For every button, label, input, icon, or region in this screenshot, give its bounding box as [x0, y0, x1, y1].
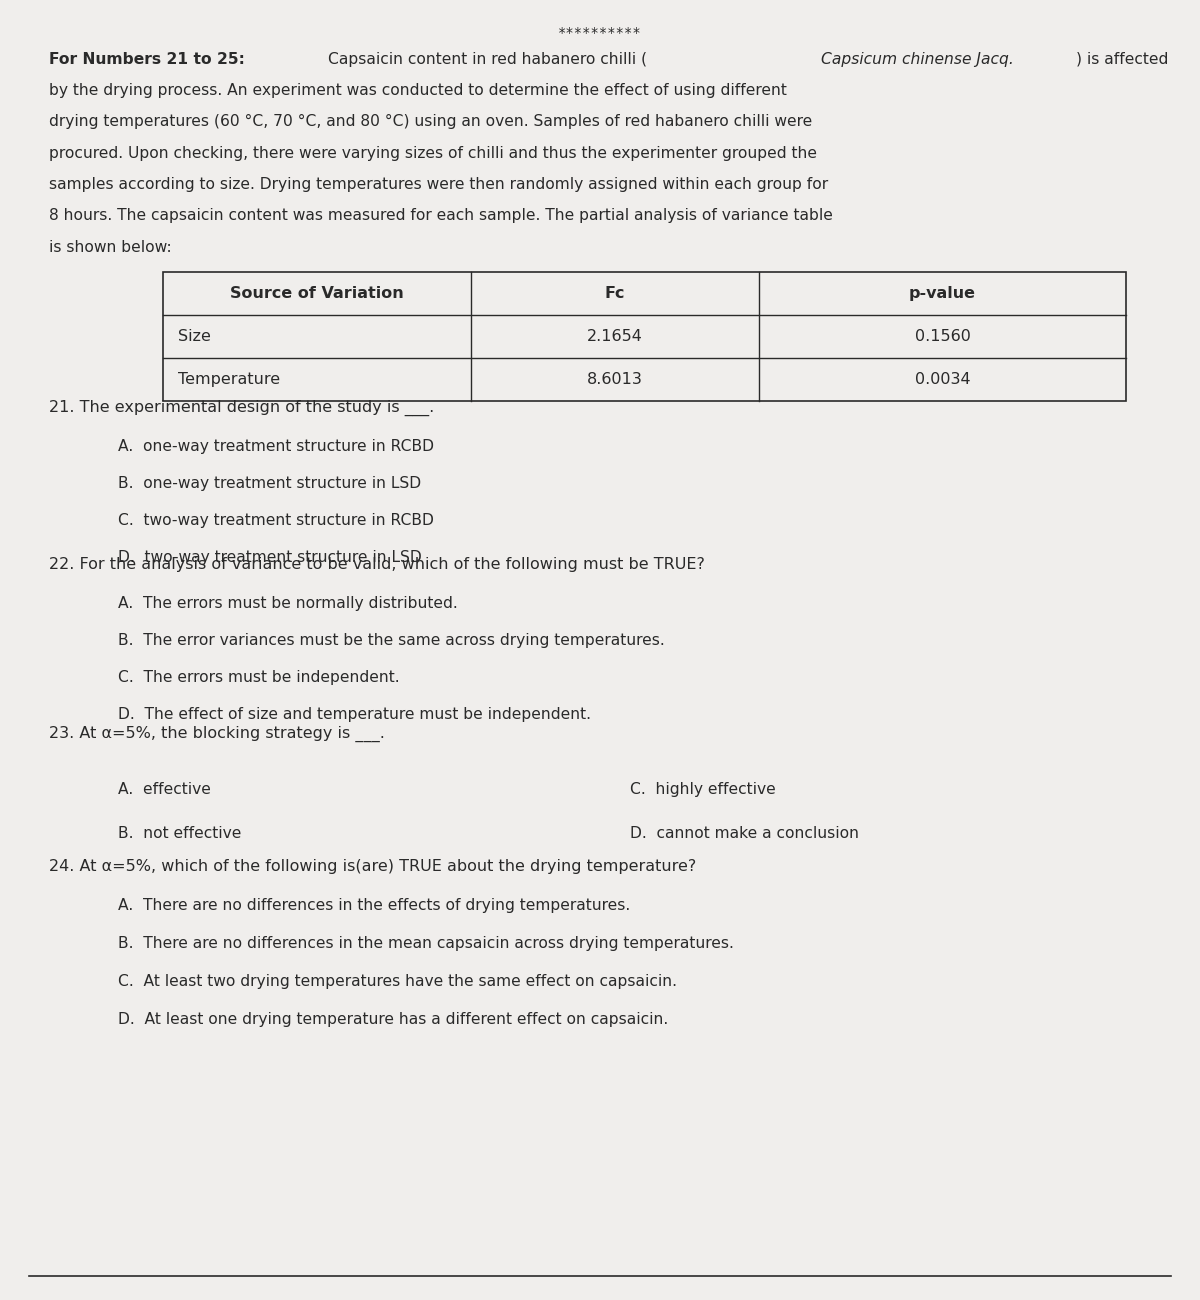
Text: B.  not effective: B. not effective — [119, 826, 241, 841]
Text: C.  two-way treatment structure in RCBD: C. two-way treatment structure in RCBD — [119, 514, 434, 528]
Text: 8 hours. The capsaicin content was measured for each sample. The partial analysi: 8 hours. The capsaicin content was measu… — [49, 208, 833, 224]
Text: Fc: Fc — [605, 286, 625, 302]
Text: B.  There are no differences in the mean capsaicin across drying temperatures.: B. There are no differences in the mean … — [119, 936, 734, 952]
Text: C.  The errors must be independent.: C. The errors must be independent. — [119, 670, 400, 685]
Text: B.  one-way treatment structure in LSD: B. one-way treatment structure in LSD — [119, 476, 421, 491]
Text: ) is affected: ) is affected — [1076, 52, 1169, 66]
Text: C.  highly effective: C. highly effective — [630, 783, 775, 797]
Text: Size: Size — [178, 329, 211, 344]
Text: is shown below:: is shown below: — [49, 239, 172, 255]
Bar — [163, 273, 1127, 400]
Text: 22. For the analysis of variance to be valid, which of the following must be TRU: 22. For the analysis of variance to be v… — [49, 556, 704, 572]
Text: Capsaicin content in red habanero chilli (: Capsaicin content in red habanero chilli… — [329, 52, 648, 66]
Text: D.  At least one drying temperature has a different effect on capsaicin.: D. At least one drying temperature has a… — [119, 1011, 668, 1027]
Text: D.  cannot make a conclusion: D. cannot make a conclusion — [630, 826, 859, 841]
Text: p-value: p-value — [910, 286, 976, 302]
Text: Capsicum chinense Jacq.: Capsicum chinense Jacq. — [821, 52, 1014, 66]
Text: 24. At α=5%, which of the following is(are) TRUE about the drying temperature?: 24. At α=5%, which of the following is(a… — [49, 859, 696, 874]
Text: Temperature: Temperature — [178, 372, 280, 386]
Text: B.  The error variances must be the same across drying temperatures.: B. The error variances must be the same … — [119, 633, 665, 649]
Text: A.  The errors must be normally distributed.: A. The errors must be normally distribut… — [119, 597, 458, 611]
Text: A.  There are no differences in the effects of drying temperatures.: A. There are no differences in the effec… — [119, 898, 631, 914]
Text: 23. At α=5%, the blocking strategy is ___.: 23. At α=5%, the blocking strategy is __… — [49, 725, 385, 742]
Text: For Numbers 21 to 25:: For Numbers 21 to 25: — [49, 52, 250, 66]
Text: 8.6013: 8.6013 — [587, 372, 643, 386]
Text: drying temperatures (60 °C, 70 °C, and 80 °C) using an oven. Samples of red haba: drying temperatures (60 °C, 70 °C, and 8… — [49, 114, 812, 130]
Text: D.  The effect of size and temperature must be independent.: D. The effect of size and temperature mu… — [119, 707, 592, 722]
Text: 0.1560: 0.1560 — [914, 329, 971, 344]
Text: 2.1654: 2.1654 — [587, 329, 643, 344]
Text: A.  one-way treatment structure in RCBD: A. one-way treatment structure in RCBD — [119, 439, 434, 455]
Text: procured. Upon checking, there were varying sizes of chilli and thus the experim: procured. Upon checking, there were vary… — [49, 146, 817, 161]
Text: 21. The experimental design of the study is ___.: 21. The experimental design of the study… — [49, 399, 434, 416]
Text: **********: ********** — [558, 26, 642, 40]
Text: 0.0034: 0.0034 — [914, 372, 971, 386]
Text: A.  effective: A. effective — [119, 783, 211, 797]
Text: by the drying process. An experiment was conducted to determine the effect of us: by the drying process. An experiment was… — [49, 83, 787, 99]
Text: C.  At least two drying temperatures have the same effect on capsaicin.: C. At least two drying temperatures have… — [119, 974, 677, 989]
Text: D.  two-way treatment structure in LSD: D. two-way treatment structure in LSD — [119, 550, 422, 564]
Text: samples according to size. Drying temperatures were then randomly assigned withi: samples according to size. Drying temper… — [49, 177, 828, 192]
Text: Source of Variation: Source of Variation — [230, 286, 404, 302]
